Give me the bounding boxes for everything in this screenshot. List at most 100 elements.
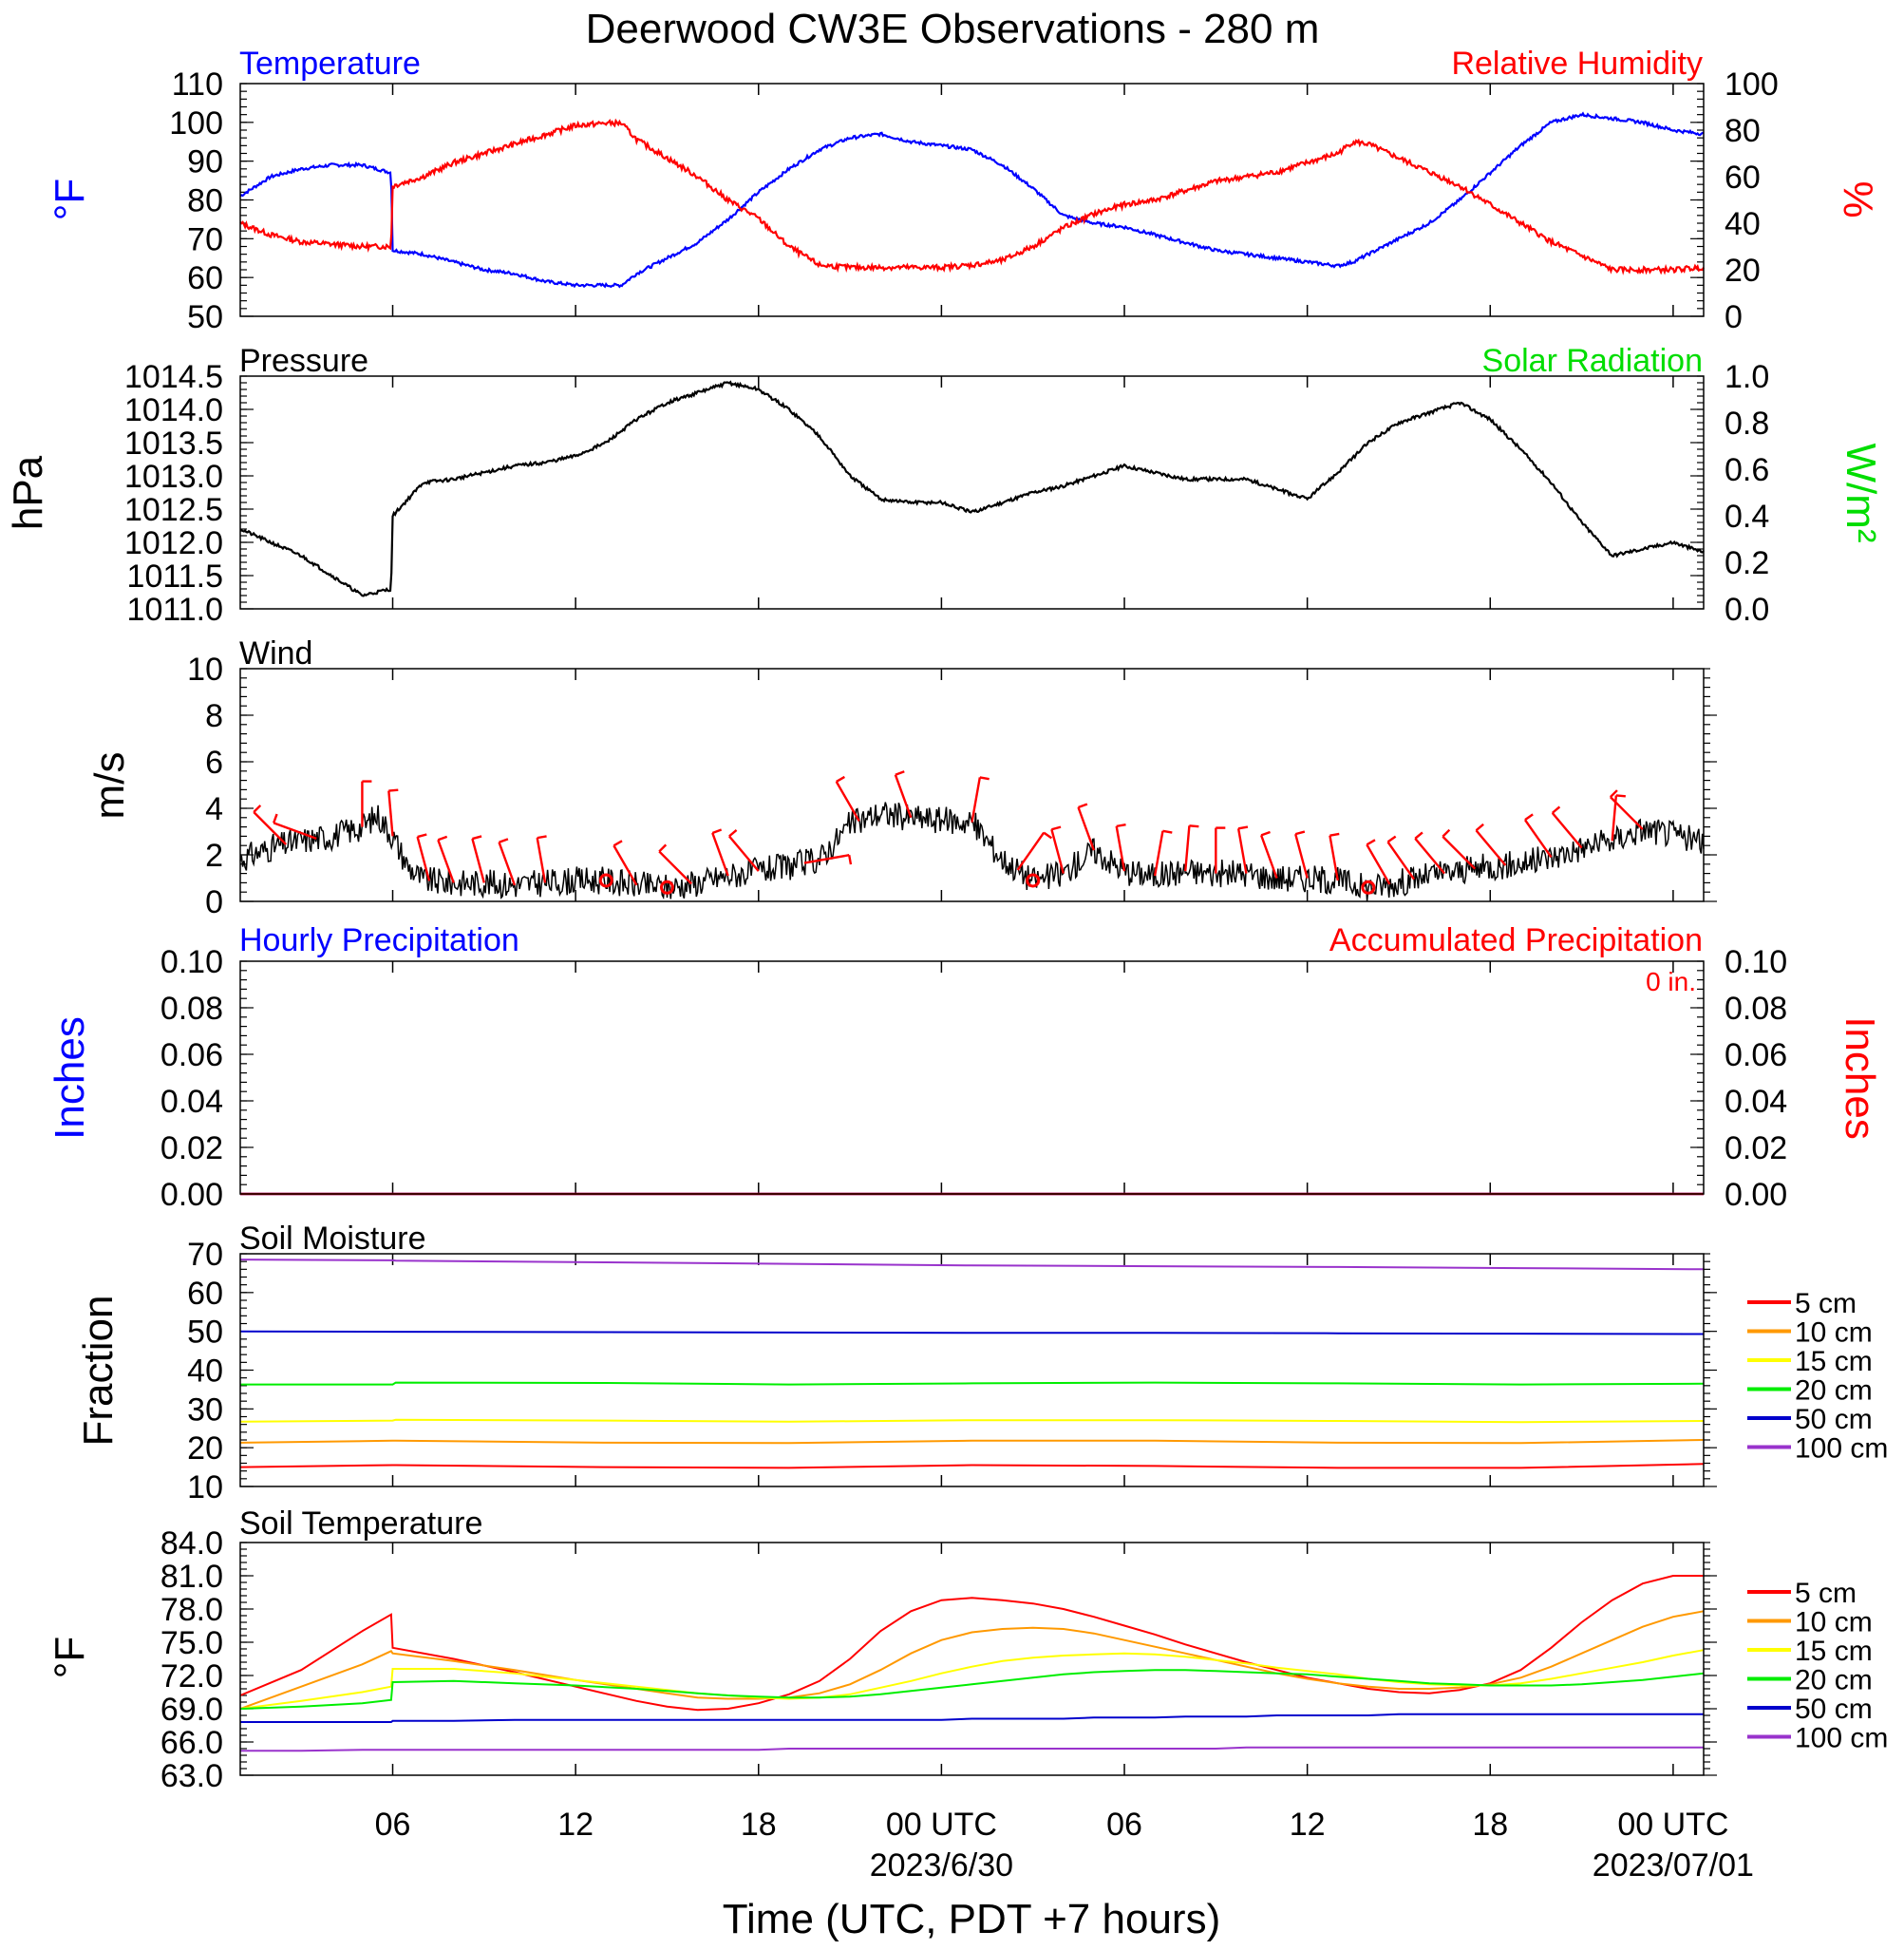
precipitation-panel-frame <box>239 960 1705 1195</box>
precipitation-panel-ticks <box>240 960 1704 1195</box>
pressure-title: Pressure <box>239 343 368 379</box>
wind-barb-flag <box>1294 830 1306 836</box>
soil-moisture-series <box>239 1259 1705 1469</box>
precip-tick-label: 0.04 <box>1725 1084 1787 1120</box>
wind-barb-flag <box>472 835 482 841</box>
wind-unit: m/s <box>86 752 133 820</box>
legend-label: 10 cm <box>1795 1607 1873 1638</box>
soil-moisture-title: Soil Moisture <box>239 1221 426 1257</box>
soil-temperature-tick-label: 66.0 <box>160 1725 223 1761</box>
soil-moisture-tick-label: 10 <box>187 1469 223 1505</box>
soil-moisture-line <box>239 1330 1705 1335</box>
wind-barb <box>711 832 729 877</box>
wind-barb-flag <box>658 843 668 853</box>
time-tick-label: 06 <box>1106 1807 1142 1843</box>
wind-panel: Wind m/s 0 2 4 6 8 10 <box>86 635 1717 920</box>
temperature-tick-label: 80 <box>187 183 223 219</box>
soil-moisture-unit: Fraction <box>75 1296 122 1447</box>
wind-barb-flag <box>979 776 990 781</box>
soil-temperature-tick-label: 81.0 <box>160 1559 223 1595</box>
soil-moisture-panel-frame <box>239 1253 1705 1487</box>
wind-barb-flag <box>836 775 845 783</box>
wind-barb-flag <box>273 813 278 824</box>
wind-barb-flag <box>437 835 448 842</box>
wind-barb-flag <box>1442 828 1451 838</box>
wind-barb <box>1366 843 1391 885</box>
soil-temperature-line <box>239 1669 1705 1710</box>
pressure-line <box>239 380 1705 597</box>
wind-tick-label: 6 <box>205 745 223 781</box>
solar-tick-label: 0.0 <box>1725 592 1769 628</box>
soil-temperature-line <box>240 1746 1704 1752</box>
wind-barb-flag <box>1524 813 1534 822</box>
pressure-panel-ticks <box>240 375 1704 610</box>
wind-calm-marker <box>659 880 674 895</box>
wind-barb-flag <box>253 805 262 813</box>
wind-barb-flag <box>417 833 427 839</box>
legend-label: 5 cm <box>1795 1578 1857 1609</box>
hourly-precip-unit: Inches <box>47 1016 93 1140</box>
soil-temperature-line <box>239 1649 1705 1710</box>
wind-calm-marker <box>1026 873 1041 888</box>
solar-tick-label: 0.2 <box>1725 545 1769 581</box>
legend-label: 20 cm <box>1795 1375 1873 1407</box>
temperature-tick-label: 50 <box>187 299 223 335</box>
precip-tick-label: 0.10 <box>160 944 223 980</box>
wind-barb <box>727 835 760 872</box>
legend-label: 20 cm <box>1795 1665 1873 1696</box>
humidity-tick-label: 40 <box>1725 206 1761 242</box>
wind-barb <box>1475 829 1507 866</box>
solar-title: Solar Radiation <box>1482 343 1703 379</box>
wind-barb <box>1523 819 1553 859</box>
wind-barb-flag <box>1615 794 1626 798</box>
wind-barb <box>835 781 860 823</box>
precip-tick-label: 0.08 <box>160 991 223 1027</box>
wind-calm-marker <box>1361 880 1376 895</box>
accum-precip-unit: Inches <box>1837 1016 1883 1140</box>
solar-tick-labels: 0.0 0.2 0.4 0.6 0.8 1.0 <box>1725 359 1769 628</box>
time-tick-label: 18 <box>1472 1807 1508 1843</box>
wind-barb-flag <box>895 770 905 776</box>
wind-barb-flag <box>711 828 723 835</box>
soil-temperature-panel-ticks <box>240 1542 1717 1776</box>
wind-barb-flag <box>537 835 547 840</box>
time-tick-label: 06 <box>375 1807 411 1843</box>
time-tick-label: 12 <box>1290 1807 1326 1843</box>
soil-moisture-tick-label: 50 <box>187 1315 223 1351</box>
humidity-line <box>239 118 1705 275</box>
date-tick-label: 2023/07/01 <box>1593 1847 1754 1884</box>
wind-barb-flag <box>1329 832 1340 837</box>
precip-left-tick-labels: 0.00 0.02 0.04 0.06 0.08 0.10 <box>160 944 223 1213</box>
temperature-tick-label: 70 <box>187 221 223 257</box>
chart-title: Deerwood CW3E Observations - 280 m <box>586 6 1320 52</box>
pressure-tick-label: 1013.0 <box>124 459 223 495</box>
temperature-line <box>239 111 1705 289</box>
humidity-tick-label: 60 <box>1725 160 1761 196</box>
wind-barb-flag <box>1237 825 1249 830</box>
legend-label: 15 cm <box>1795 1636 1873 1667</box>
legend-label: 50 cm <box>1795 1404 1873 1435</box>
wind-barb-flag <box>1043 831 1053 840</box>
pressure-tick-label: 1012.5 <box>124 492 223 528</box>
solar-tick-label: 0.8 <box>1725 406 1769 442</box>
wind-barb-flag <box>1610 789 1618 798</box>
time-axis-labels: 06 12 18 00 UTC 2023/6/30 06 12 18 00 UTC 2023/07… <box>375 1807 1754 1884</box>
wind-barb-flag <box>1475 823 1484 832</box>
soil-moisture-tick-label: 20 <box>187 1430 223 1467</box>
precip-tick-label: 0.04 <box>160 1084 223 1120</box>
soil-moisture-tick-label: 60 <box>187 1276 223 1312</box>
wind-barb <box>253 811 288 845</box>
precip-right-tick-labels: 0.00 0.02 0.04 0.06 0.08 0.10 <box>1725 944 1787 1213</box>
precip-tick-label: 0.02 <box>1725 1130 1787 1166</box>
wind-barb <box>1610 796 1644 830</box>
temperature-panel-ticks <box>240 83 1704 317</box>
pressure-tick-label: 1012.0 <box>124 525 223 561</box>
wind-barb <box>894 774 913 819</box>
soil-moisture-panel-ticks <box>240 1253 1717 1487</box>
wind-tick-labels: 0 2 4 6 8 10 <box>187 652 223 920</box>
wind-barb-flag <box>1366 839 1376 846</box>
wind-barb <box>1115 825 1126 872</box>
wind-barb-flag <box>1386 835 1397 843</box>
temperature-humidity-series <box>239 111 1705 289</box>
wind-barb-flag <box>1189 824 1199 828</box>
